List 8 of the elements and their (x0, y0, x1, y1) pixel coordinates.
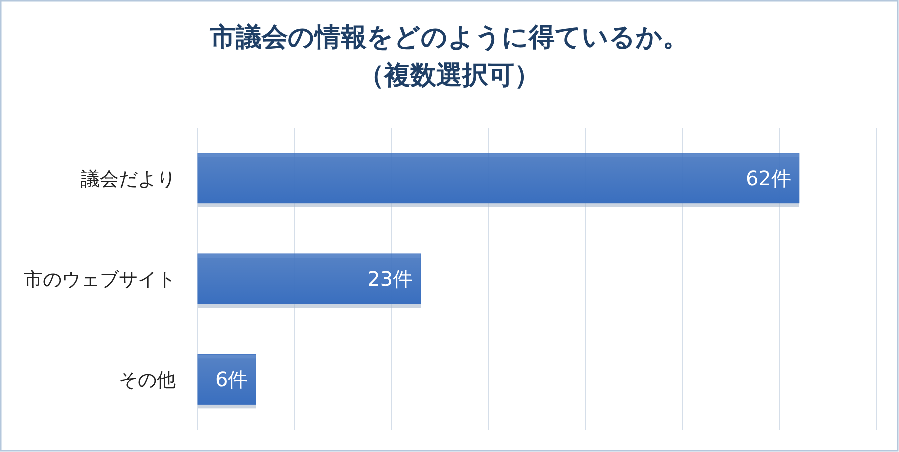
y-tick-label: その他 (119, 370, 176, 392)
data-label: 6件 (215, 368, 248, 392)
data-label: 23件 (368, 267, 414, 291)
y-tick-label: 議会だより (81, 168, 176, 190)
data-label: 62件 (746, 166, 792, 190)
y-tick-label: 市のウェブサイト (24, 269, 176, 291)
chart-title: 市議会の情報をどのように得ているか。 (209, 23, 689, 53)
chart-subtitle: （複数選択可） (358, 61, 540, 91)
